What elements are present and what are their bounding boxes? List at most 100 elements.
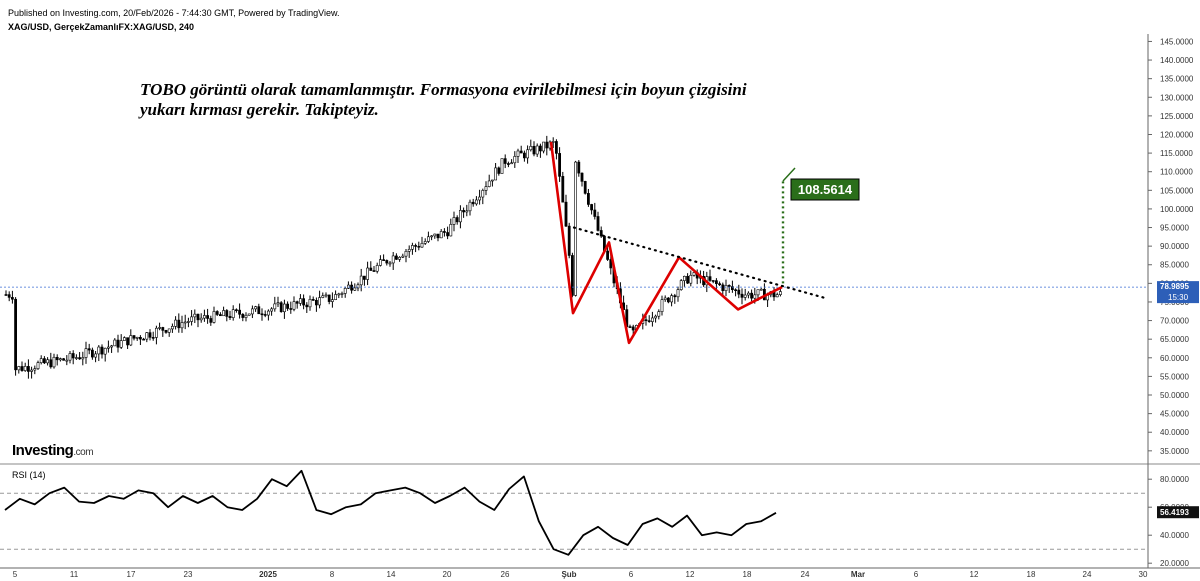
candle-body — [314, 299, 318, 306]
candle-body — [426, 236, 430, 242]
y-tick-label: 145.0000 — [1160, 37, 1194, 46]
candle-body — [318, 297, 322, 306]
candle-body — [215, 311, 219, 315]
candle-body — [740, 293, 744, 298]
candle-body — [484, 186, 488, 191]
x-tick-label: 18 — [1027, 570, 1036, 579]
candle-body — [554, 141, 558, 154]
x-tick-label: 6 — [629, 570, 634, 579]
candle-body — [481, 190, 485, 198]
candle-body — [436, 233, 440, 239]
candle-body — [263, 314, 267, 316]
candle-body — [199, 317, 203, 321]
candle-body — [730, 286, 734, 290]
candle-body — [100, 346, 104, 355]
candle-body — [398, 256, 402, 260]
candle-body — [647, 320, 651, 322]
candle-body — [311, 299, 315, 301]
y-tick-label: 140.0000 — [1160, 56, 1194, 65]
candle-body — [193, 313, 197, 318]
candle-body — [686, 275, 690, 284]
y-tick-label: 55.0000 — [1160, 372, 1189, 381]
candle-body — [228, 316, 232, 318]
candle-body — [327, 294, 331, 302]
x-tick-label: 18 — [743, 570, 752, 579]
candle-body — [84, 348, 88, 358]
candle-body — [212, 311, 216, 323]
candle-body — [350, 284, 354, 291]
candle-body — [478, 196, 482, 201]
y-tick-label: 40.0000 — [1160, 428, 1189, 437]
annotation-line-1: TOBO görüntü olarak tamamlanmıştır. Form… — [140, 80, 747, 99]
candle-body — [302, 298, 306, 306]
candle-body — [430, 235, 434, 238]
candle-body — [673, 295, 677, 298]
logo-suffix: .com — [73, 447, 94, 458]
candle-body — [462, 210, 466, 213]
candle-body — [279, 302, 283, 313]
candle-body — [590, 204, 594, 211]
candle-body — [148, 332, 152, 338]
candle-body — [545, 141, 549, 149]
candle-body — [295, 301, 299, 304]
candle-body — [750, 292, 754, 299]
y-tick-label: 115.0000 — [1160, 149, 1193, 158]
x-tick-label: Şub — [561, 570, 576, 579]
candle-body — [727, 285, 731, 287]
candle-body — [161, 327, 165, 331]
logo-main: Investing — [12, 442, 74, 459]
candle-body — [7, 294, 11, 298]
candle-body — [260, 313, 264, 316]
candle-body — [410, 245, 414, 250]
candle-body — [535, 145, 539, 155]
candle-body — [110, 345, 114, 348]
candle-body — [564, 201, 568, 227]
y-tick-label: 135.0000 — [1160, 75, 1194, 84]
candle-body — [247, 313, 251, 316]
candle-body — [39, 358, 43, 363]
x-tick-label: 2025 — [259, 570, 277, 579]
candle-body — [526, 149, 530, 159]
candle-body — [11, 297, 14, 300]
candle-body — [58, 358, 62, 361]
candle-body — [458, 210, 462, 223]
candle-body — [42, 358, 46, 364]
candle-body — [91, 349, 94, 358]
candle-body — [558, 153, 562, 177]
candle-body — [724, 285, 728, 291]
candle-body — [538, 145, 542, 152]
candle-body — [180, 322, 184, 329]
x-tick-label: Mar — [851, 570, 865, 579]
candle-body — [737, 289, 741, 295]
symbol-line: XAG/USD, GerçekZamanlıFX:XAG/USD, 240 — [8, 22, 195, 32]
candle-body — [583, 181, 587, 194]
candle-body — [449, 224, 453, 237]
candle-body — [36, 362, 40, 369]
candle-body — [606, 250, 610, 260]
x-tick-label: 14 — [387, 570, 396, 579]
candle-body — [577, 161, 581, 174]
candle-body — [356, 284, 360, 289]
x-tick-label: 23 — [184, 570, 193, 579]
x-tick-label: 8 — [330, 570, 335, 579]
candle-body — [135, 336, 139, 339]
candle-body — [132, 335, 136, 339]
x-tick-label: 24 — [801, 570, 810, 579]
y-tick-label: 125.0000 — [1160, 112, 1194, 121]
candle-body — [71, 353, 75, 359]
candle-body — [209, 318, 213, 323]
candle-body — [289, 308, 293, 310]
rsi-tick-label: 40.0000 — [1160, 531, 1189, 540]
candle-body — [308, 299, 312, 308]
candle-body — [219, 314, 222, 317]
candle-body — [183, 321, 187, 324]
candle-body — [420, 243, 424, 248]
candle-body — [273, 303, 277, 310]
x-tick-label: 12 — [970, 570, 979, 579]
candle-body — [382, 259, 386, 261]
candle-body — [551, 141, 555, 143]
candle-body — [298, 298, 302, 304]
candle-body — [362, 275, 366, 280]
candle-body — [55, 356, 59, 361]
